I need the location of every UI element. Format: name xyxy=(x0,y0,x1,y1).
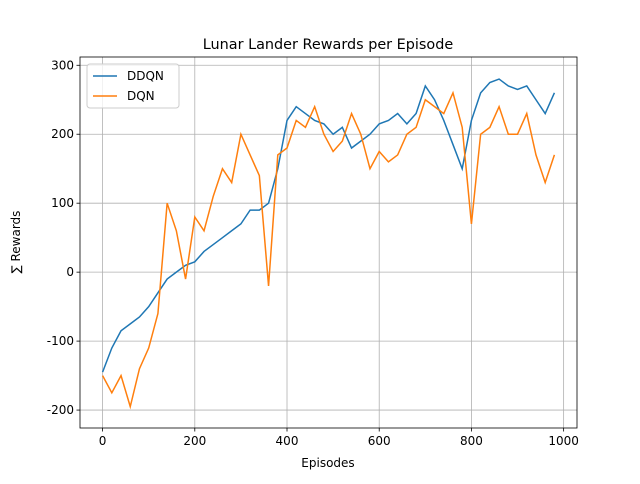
chart-title: Lunar Lander Rewards per Episode xyxy=(203,37,454,53)
line-series xyxy=(101,78,556,373)
y-tick-label: 300 xyxy=(51,58,74,72)
x-axis-label: Episodes xyxy=(301,456,354,470)
y-tick-label: -200 xyxy=(47,403,74,417)
x-tick-label: 600 xyxy=(368,434,391,448)
plot-frame xyxy=(79,56,578,429)
y-tick-label: -100 xyxy=(47,334,74,348)
legend-label: DDQN xyxy=(127,69,164,83)
y-tick-label: 100 xyxy=(51,196,74,210)
x-tick-label: 400 xyxy=(276,434,299,448)
legend-label: DQN xyxy=(127,89,155,103)
y-tick-label: 200 xyxy=(51,127,74,141)
y-axis-label: ∑ Rewards xyxy=(9,211,23,274)
x-tick-label: 0 xyxy=(99,434,107,448)
x-tick-label: 1000 xyxy=(548,434,579,448)
line-series xyxy=(101,90,556,410)
x-tick-label: 800 xyxy=(460,434,483,448)
x-tick-label: 200 xyxy=(183,434,206,448)
y-tick-label: 0 xyxy=(66,265,74,279)
legend-box xyxy=(86,63,180,109)
